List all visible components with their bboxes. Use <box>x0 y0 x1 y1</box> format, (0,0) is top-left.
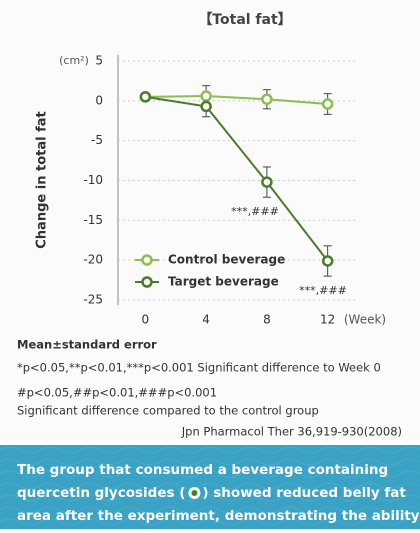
annotation: ***,### <box>299 284 347 297</box>
footer-text: The group that consumed a beverage conta… <box>17 462 388 478</box>
note: *p<0.05,**p<0.01,***p<0.001 Significant … <box>17 361 381 375</box>
point <box>200 90 212 102</box>
y-unit: (cm²) <box>59 54 89 67</box>
footer-icon <box>191 490 198 496</box>
y-axis-label: Change in total fat <box>35 111 50 248</box>
chart-title: 【Total fat】 <box>198 12 291 28</box>
legend-marker <box>141 276 153 288</box>
y-tick-label: -10 <box>83 173 103 187</box>
y-tick-label: -20 <box>83 253 103 267</box>
series-line <box>145 95 329 262</box>
point <box>200 100 212 113</box>
y-tick-label: 5 <box>95 54 103 68</box>
legend-marker <box>141 254 153 266</box>
x-tick-label: 4 <box>202 313 210 327</box>
footer-text: ) showed reduced belly fat <box>202 485 406 501</box>
x-tick-label: 0 <box>142 313 150 327</box>
footer-text: quercetin glycosides ( <box>17 485 185 501</box>
note: #p<0.05,##p<0.01,###p<0.001 <box>17 386 217 400</box>
point <box>139 91 152 103</box>
point <box>261 93 273 105</box>
point <box>321 98 334 110</box>
x-tick-label: 12 <box>320 313 335 327</box>
series-line <box>145 95 328 106</box>
y-tick-label: -25 <box>83 293 103 307</box>
point <box>321 255 334 267</box>
point <box>261 176 273 188</box>
legend-label: Target beverage <box>168 275 279 289</box>
annotation: ***,### <box>231 205 279 218</box>
y-tick-label: 0 <box>95 93 103 107</box>
y-tick-label: -5 <box>91 133 103 147</box>
note: Significant difference compared to the c… <box>17 404 319 418</box>
source: Jpn Pharmacol Ther 36,919-930(2008) <box>181 425 402 439</box>
x-tick-label: 8 <box>263 313 271 327</box>
y-tick-label: -15 <box>83 213 103 227</box>
legend-label: Control beverage <box>168 253 285 267</box>
x-unit: (Week) <box>344 313 386 327</box>
footer-pattern <box>0 445 420 529</box>
note: Mean±standard error <box>17 338 157 352</box>
footer-text: area after the experiment, demonstrating… <box>17 508 420 524</box>
